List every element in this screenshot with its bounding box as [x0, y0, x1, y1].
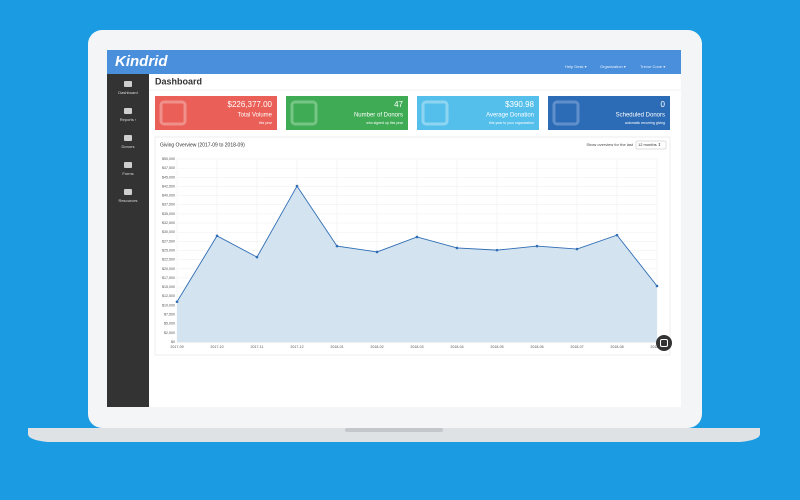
card-sub: who signed up this year — [366, 121, 404, 125]
point — [295, 184, 299, 188]
y-tick-label: $27,500 — [162, 239, 175, 243]
x-tick-label: 2018-04 — [450, 345, 463, 349]
card-label: Total Volume — [238, 113, 273, 119]
point — [575, 247, 579, 251]
area — [177, 186, 657, 342]
sidebar-icon — [124, 81, 132, 87]
y-tick-label: $37,500 — [162, 203, 175, 207]
x-tick-label: 2018-05 — [490, 345, 503, 349]
card-sub: this year to your organization — [489, 121, 534, 125]
sidebar-item[interactable]: Resources — [118, 198, 137, 203]
y-tick-label: $7,500 — [164, 313, 175, 317]
point — [375, 250, 379, 254]
laptop-notch — [345, 428, 443, 432]
y-tick-label: $0 — [171, 340, 175, 344]
sidebar-icon — [124, 135, 132, 141]
x-tick-label: 2018-07 — [570, 345, 583, 349]
y-tick-label: $15,000 — [162, 285, 175, 289]
y-tick-label: $50,000 — [162, 157, 175, 161]
card-icon — [421, 100, 449, 126]
laptop-base — [28, 428, 760, 442]
card-value: 47 — [394, 100, 403, 109]
point — [335, 244, 339, 248]
x-tick-label: 2018-09 — [650, 345, 663, 349]
card-icon — [552, 100, 580, 126]
plot: $0 $2,500 $5,000 $7,500 $10,000 $12,500 $15,00… — [162, 157, 664, 349]
y-tick-label: $17,500 — [162, 276, 175, 280]
x-tick-label: 2018-01 — [330, 345, 343, 349]
y-tick-label: $32,500 — [162, 221, 175, 225]
y-tick-label: $40,000 — [162, 194, 175, 198]
y-tick-label: $30,000 — [162, 230, 175, 234]
y-tick-label: $12,500 — [162, 294, 175, 298]
y-tick-label: $45,000 — [162, 175, 175, 179]
y-tick-label: $2,500 — [164, 331, 175, 335]
point — [415, 235, 419, 239]
range-select-text[interactable]: 12 months ⇕ — [638, 142, 661, 147]
y-tick-label: $10,000 — [162, 303, 175, 307]
card-value: $226,377.00 — [228, 100, 273, 109]
y-tick-label: $22,500 — [162, 258, 175, 262]
y-tick-label: $47,500 — [162, 166, 175, 170]
card-sub: this year — [259, 121, 273, 125]
sidebar-icon — [124, 162, 132, 168]
page-title: Dashboard — [155, 76, 202, 86]
sidebar-item[interactable]: Donors — [122, 144, 135, 149]
sidebar-item[interactable]: Reports › — [120, 117, 137, 122]
card-label: Average Donation — [486, 113, 534, 119]
sidebar-icon — [124, 108, 132, 114]
point — [255, 255, 259, 259]
y-tick-label: $5,000 — [164, 322, 175, 326]
card-label: Scheduled Donors — [616, 113, 665, 119]
card-icon — [290, 100, 318, 126]
x-tick-label: 2017-09 — [170, 345, 183, 349]
overview-prompt: Show overview for the last — [586, 142, 634, 147]
chat-icon — [660, 339, 668, 347]
point — [175, 300, 179, 304]
nav-link[interactable]: Organization ▾ — [600, 64, 626, 69]
card-label: Number of Donors — [354, 113, 403, 119]
point — [535, 244, 539, 248]
y-tick-label: $42,500 — [162, 184, 175, 188]
x-tick-label: 2018-08 — [610, 345, 623, 349]
y-tick-label: $35,000 — [162, 212, 175, 216]
x-tick-label: 2017-12 — [290, 345, 303, 349]
card-value: $390.98 — [505, 100, 534, 109]
sidebar-menu: Dashboard Reports › Donors Forms Resources — [118, 81, 138, 203]
point — [615, 233, 619, 237]
nav-link[interactable]: Help Desk ▾ — [565, 64, 587, 69]
top-bar — [107, 50, 681, 74]
chat-button[interactable] — [656, 335, 672, 351]
logo: Kindrid — [115, 53, 168, 70]
point — [215, 234, 219, 238]
x-tick-label: 2018-02 — [370, 345, 383, 349]
cards: $226,377.00 Total Volume this year 47 Number… — [155, 96, 670, 130]
card-value: 0 — [661, 100, 666, 109]
x-tick-label: 2018-03 — [410, 345, 423, 349]
range-select[interactable] — [635, 140, 667, 150]
point — [455, 246, 459, 250]
chart-title: Giving Overview (2017-09 to 2018-09) — [160, 142, 245, 148]
x-tick-label: 2018-06 — [530, 345, 543, 349]
sidebar-item[interactable]: Dashboard — [118, 90, 138, 95]
point — [495, 248, 499, 252]
card-sub: automatic recurring giving — [625, 121, 665, 125]
y-tick-label: $25,000 — [162, 248, 175, 252]
nav-link[interactable]: Trevor Cone ▾ — [640, 64, 665, 69]
sidebar — [107, 74, 149, 407]
y-tick-label: $20,000 — [162, 267, 175, 271]
point — [655, 284, 659, 288]
x-tick-label: 2017-10 — [210, 345, 223, 349]
x-tick-label: 2017-11 — [251, 345, 264, 349]
sidebar-icon — [124, 189, 132, 195]
card-icon — [159, 100, 187, 126]
sidebar-item[interactable]: Forms — [122, 171, 133, 176]
